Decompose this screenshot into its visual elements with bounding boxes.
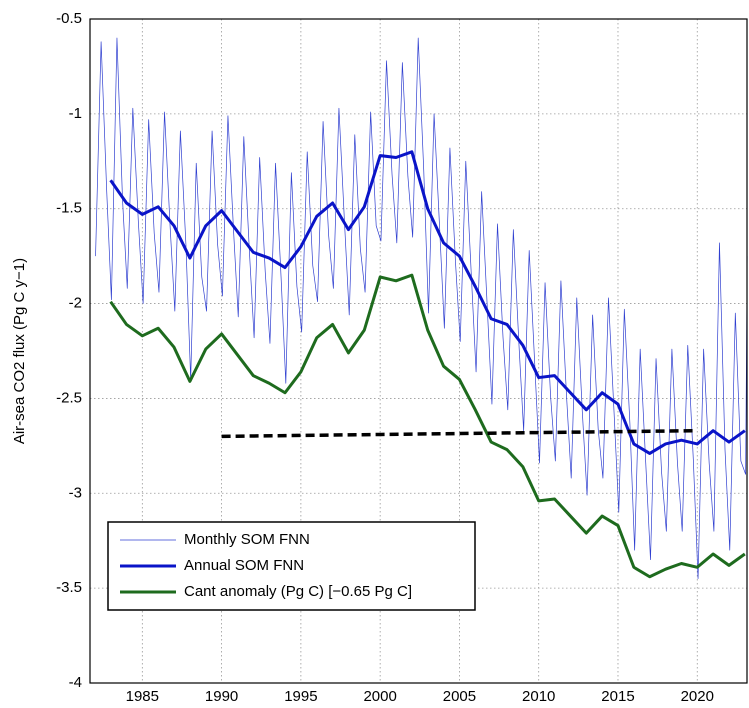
x-tick-label: 2020 bbox=[681, 688, 714, 705]
y-tick-label: -1.5 bbox=[56, 200, 82, 217]
legend-label: Cant anomaly (Pg C) [−0.65 Pg C] bbox=[184, 583, 412, 600]
plot-frame bbox=[89, 18, 748, 684]
y-tick-label: -2.5 bbox=[56, 389, 82, 406]
legend-label: Annual SOM FNN bbox=[184, 557, 304, 574]
x-tick-label: 2015 bbox=[601, 688, 634, 705]
x-tick-label: 1985 bbox=[126, 688, 159, 705]
y-tick-label: -3 bbox=[69, 484, 82, 501]
x-tick-label: 1995 bbox=[284, 688, 317, 705]
y-tick-label: -4 bbox=[69, 674, 82, 691]
series-line bbox=[95, 37, 748, 580]
y-axis-label: Air-sea CO2 flux (Pg C y−1) bbox=[11, 258, 28, 444]
y-tick-label: -0.5 bbox=[56, 10, 82, 27]
x-tick-label: 2010 bbox=[522, 688, 555, 705]
y-tick-label: -3.5 bbox=[56, 579, 82, 596]
series-line bbox=[109, 273, 746, 579]
y-tick-label: -1 bbox=[69, 105, 82, 122]
legend-label: Monthly SOM FNN bbox=[184, 531, 310, 548]
x-tick-label: 1990 bbox=[205, 688, 238, 705]
trend-line bbox=[221, 428, 698, 439]
series-line bbox=[109, 150, 746, 455]
x-tick-label: 2005 bbox=[443, 688, 476, 705]
y-tick-label: -2 bbox=[69, 295, 82, 312]
x-tick-label: 2000 bbox=[363, 688, 396, 705]
